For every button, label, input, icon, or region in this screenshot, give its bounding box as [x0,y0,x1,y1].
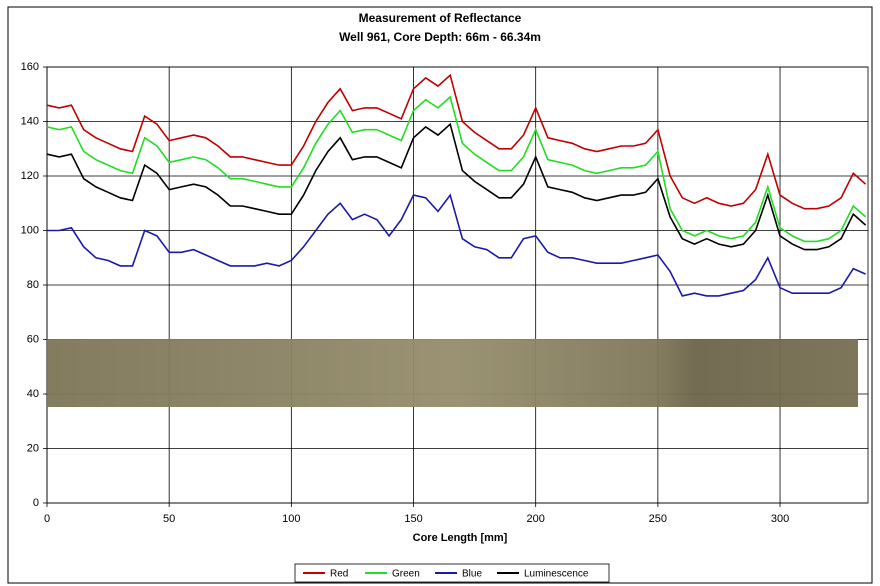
x-tick-label: 200 [527,513,545,525]
y-tick-label: 140 [21,115,39,127]
y-tick-label: 100 [21,224,39,236]
chart-title: Measurement of Reflectance [359,11,522,25]
y-tick-label: 120 [21,170,39,182]
x-tick-label: 50 [163,513,175,525]
y-tick-label: 40 [27,388,39,400]
x-tick-label: 0 [44,513,50,525]
legend-label: Blue [462,569,482,580]
legend-label: Red [330,569,348,580]
x-tick-label: 300 [771,513,789,525]
y-tick-label: 20 [27,442,39,454]
x-tick-label: 100 [282,513,300,525]
x-axis-label: Core Length [mm] [413,532,508,544]
chart: Measurement of Reflectance Well 961, Cor… [0,0,880,586]
x-tick-label: 250 [649,513,667,525]
x-tick-label: 150 [404,513,422,525]
legend-label: Green [392,569,420,580]
y-tick-label: 0 [33,497,39,509]
legend-label: Luminescence [524,569,589,580]
y-tick-label: 60 [27,333,39,345]
chart-subtitle: Well 961, Core Depth: 66m - 66.34m [339,30,541,44]
y-tick-label: 160 [21,61,39,73]
y-tick-label: 80 [27,279,39,291]
core-image [47,339,858,407]
